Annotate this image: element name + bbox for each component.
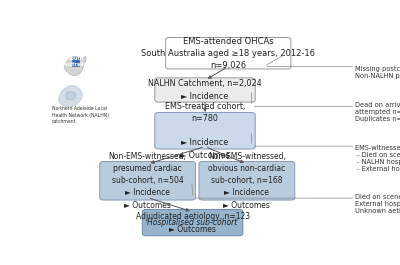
Text: EMS-treated cohort,
n=780

► Incidence
► Outcomes: EMS-treated cohort, n=780 ► Incidence ► …	[165, 102, 245, 160]
Text: Died on scene n=466
External hospital n=59
Unknown aetiology n=24: Died on scene n=466 External hospital n=…	[355, 194, 400, 214]
Text: NALHN Catchment, n=2,024
► Incidence: NALHN Catchment, n=2,024 ► Incidence	[148, 80, 262, 100]
FancyBboxPatch shape	[155, 78, 255, 102]
FancyBboxPatch shape	[155, 113, 255, 149]
Text: EMS-attended OHCAs
South Australia aged ≥18 years, 2012-16
n=9,026: EMS-attended OHCAs South Australia aged …	[141, 37, 315, 70]
Text: Missing postcode n=208
Non-NALHN postcode n=6,794: Missing postcode n=208 Non-NALHN postcod…	[355, 66, 400, 79]
Text: Dead on arrival / no resuscitation
attempted n=1,241
Duplicates n=3: Dead on arrival / no resuscitation attem…	[355, 102, 400, 122]
Polygon shape	[72, 57, 80, 67]
Text: South
Australia: South Australia	[63, 56, 88, 67]
Text: Hospitalised sub-cohort: Hospitalised sub-cohort	[148, 218, 238, 227]
FancyBboxPatch shape	[100, 161, 196, 200]
Text: ► Outcomes: ► Outcomes	[169, 224, 216, 233]
Text: EMS-witnessed / unknown n=108
 - Died on scene n=43
 - NALHN hospital n=50
 - Ex: EMS-witnessed / unknown n=108 - Died on …	[355, 145, 400, 172]
Text: Adjudicated aetiology, n=123: Adjudicated aetiology, n=123	[136, 212, 250, 221]
FancyBboxPatch shape	[142, 209, 243, 236]
Text: Northern Adelaide Local
Health Network (NALHN)
catchment: Northern Adelaide Local Health Network (…	[52, 106, 109, 125]
Polygon shape	[64, 56, 86, 76]
Polygon shape	[59, 86, 82, 107]
FancyBboxPatch shape	[199, 161, 295, 200]
Text: Non-EMS-witnessed,
presumed cardiac
sub-cohort, n=504
► Incidence
► Outcomes: Non-EMS-witnessed, presumed cardiac sub-…	[109, 152, 186, 210]
FancyBboxPatch shape	[166, 38, 291, 69]
Polygon shape	[66, 91, 76, 100]
Text: Non-EMS-witnessed,
obvious non-cardiac
sub-cohort, n=168
► Incidence
► Outcomes: Non-EMS-witnessed, obvious non-cardiac s…	[208, 152, 286, 210]
